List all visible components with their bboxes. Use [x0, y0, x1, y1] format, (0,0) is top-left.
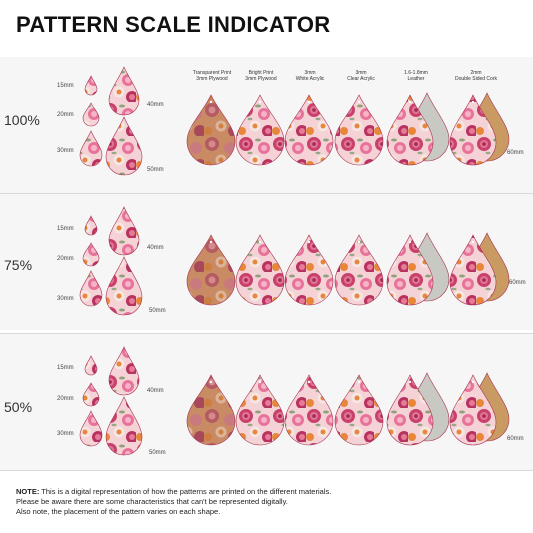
- divider: [0, 193, 533, 194]
- teardrop-transparent-plywood: [186, 234, 236, 306]
- teardrop-50mm: [105, 396, 143, 456]
- size-label-60: 60mm: [507, 150, 524, 156]
- size-label-40: 40mm: [147, 245, 164, 251]
- hole-icon: [258, 380, 262, 384]
- size-label-40: 40mm: [147, 388, 164, 394]
- hole-icon: [357, 380, 361, 384]
- hole-icon: [471, 380, 475, 384]
- header-text: 2mm Double Sided Cork: [455, 70, 497, 82]
- page-title: PATTERN SCALE INDICATOR: [16, 12, 331, 37]
- teardrop-30mm: [79, 270, 103, 307]
- teardrop-50mm: [105, 116, 143, 176]
- teardrop-cork: [449, 234, 497, 306]
- teardrop-bright-plywood: [235, 234, 285, 306]
- hole-icon: [408, 380, 412, 384]
- note-line-3: Also note, the placement of the pattern …: [16, 507, 221, 516]
- teardrop-leather: [386, 234, 434, 306]
- teardrop-clear-acrylic: [334, 374, 384, 446]
- size-label-20: 20mm: [57, 256, 74, 262]
- hole-icon: [471, 240, 475, 244]
- header-text: 1.6-1.8mm Leather: [404, 70, 428, 82]
- size-label-50: 50mm: [149, 308, 166, 314]
- teardrop-15mm: [84, 355, 98, 376]
- teardrop-30mm: [79, 410, 103, 447]
- hole-icon: [408, 100, 412, 104]
- hole-icon: [471, 100, 475, 104]
- teardrop-bright-plywood: [235, 374, 285, 446]
- header-leather: 1.6-1.8mm Leather: [384, 70, 448, 82]
- header-text: Transparent Print 3mm Plywood: [192, 70, 232, 82]
- teardrop-leather: [386, 374, 434, 446]
- scale-label-100: 100%: [4, 112, 40, 128]
- hole-icon: [307, 380, 311, 384]
- header-clear-acrylic: 3mm Clear Acrylic: [329, 70, 393, 82]
- teardrop-clear-acrylic: [334, 234, 384, 306]
- size-label-15: 15mm: [57, 83, 74, 89]
- teardrop-50mm: [105, 256, 143, 316]
- header-white-acrylic: 3mm White Acrylic: [278, 70, 342, 82]
- size-label-20: 20mm: [57, 396, 74, 402]
- teardrop-15mm: [84, 75, 98, 96]
- note-line-2: Please be aware there are some character…: [16, 497, 288, 506]
- size-label-40: 40mm: [147, 102, 164, 108]
- hole-icon: [258, 100, 262, 104]
- header-cork: 2mm Double Sided Cork: [444, 70, 508, 82]
- teardrop-20mm: [82, 242, 100, 267]
- teardrop-white-acrylic: [284, 94, 334, 166]
- teardrop-30mm: [79, 130, 103, 167]
- hole-icon: [209, 240, 213, 244]
- size-label-50: 50mm: [149, 450, 166, 456]
- scale-label-75: 75%: [4, 257, 33, 273]
- teardrop-15mm: [84, 215, 98, 236]
- note-paragraph: NOTE: This is a digital representation o…: [16, 487, 521, 517]
- divider: [0, 470, 533, 471]
- teardrop-white-acrylic: [284, 374, 334, 446]
- size-label-20: 20mm: [57, 112, 74, 118]
- teardrop-transparent-plywood: [186, 94, 236, 166]
- header-bright-plywood: Bright Print 3mm Plywood: [229, 70, 293, 82]
- teardrop-20mm: [82, 102, 100, 127]
- hole-icon: [209, 380, 213, 384]
- teardrop-20mm: [82, 382, 100, 407]
- hole-icon: [408, 240, 412, 244]
- header-text: 3mm White Acrylic: [295, 70, 325, 82]
- size-label-50: 50mm: [147, 167, 164, 173]
- size-label-30: 30mm: [57, 148, 74, 154]
- hole-icon: [307, 240, 311, 244]
- header-transparent-plywood: Transparent Print 3mm Plywood: [180, 70, 244, 82]
- teardrop-cork: [449, 94, 497, 166]
- teardrop-clear-acrylic: [334, 94, 384, 166]
- teardrop-40mm: [108, 206, 140, 256]
- size-label-15: 15mm: [57, 365, 74, 371]
- note-line-1: This is a digital representation of how …: [39, 487, 332, 496]
- header-text: Bright Print 3mm Plywood: [245, 70, 277, 82]
- hole-icon: [307, 100, 311, 104]
- hole-icon: [258, 240, 262, 244]
- divider: [0, 333, 533, 334]
- teardrop-cork: [449, 374, 497, 446]
- header-text: 3mm Clear Acrylic: [347, 70, 375, 82]
- hole-icon: [209, 100, 213, 104]
- size-label-60: 60mm: [509, 280, 526, 286]
- teardrop-40mm: [108, 346, 140, 396]
- teardrop-transparent-plywood: [186, 374, 236, 446]
- scale-label-50: 50%: [4, 399, 33, 415]
- teardrop-40mm: [108, 66, 140, 116]
- teardrop-bright-plywood: [235, 94, 285, 166]
- size-label-15: 15mm: [57, 226, 74, 232]
- hole-icon: [357, 100, 361, 104]
- hole-icon: [357, 240, 361, 244]
- teardrop-leather: [386, 94, 434, 166]
- size-label-30: 30mm: [57, 296, 74, 302]
- size-label-30: 30mm: [57, 431, 74, 437]
- teardrop-white-acrylic: [284, 234, 334, 306]
- size-label-60: 60mm: [507, 436, 524, 442]
- note-label: NOTE:: [16, 487, 40, 496]
